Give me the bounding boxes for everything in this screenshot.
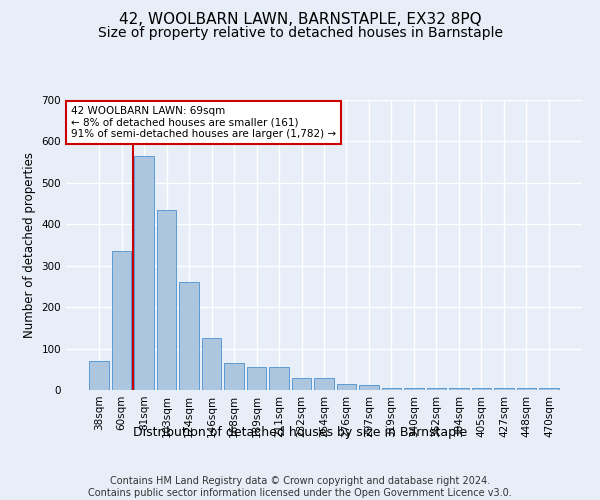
Text: 42, WOOLBARN LAWN, BARNSTAPLE, EX32 8PQ: 42, WOOLBARN LAWN, BARNSTAPLE, EX32 8PQ xyxy=(119,12,481,28)
Text: Contains HM Land Registry data © Crown copyright and database right 2024.
Contai: Contains HM Land Registry data © Crown c… xyxy=(88,476,512,498)
Bar xyxy=(337,384,356,390)
Bar xyxy=(494,388,514,390)
Text: 42 WOOLBARN LAWN: 69sqm
← 8% of detached houses are smaller (161)
91% of semi-de: 42 WOOLBARN LAWN: 69sqm ← 8% of detached… xyxy=(71,106,336,139)
Bar xyxy=(202,338,221,390)
Bar xyxy=(382,388,401,390)
Bar xyxy=(179,282,199,390)
Bar xyxy=(157,210,176,390)
Bar xyxy=(449,388,469,390)
Text: Size of property relative to detached houses in Barnstaple: Size of property relative to detached ho… xyxy=(97,26,503,40)
Bar xyxy=(292,378,311,390)
Text: Distribution of detached houses by size in Barnstaple: Distribution of detached houses by size … xyxy=(133,426,467,439)
Bar xyxy=(539,388,559,390)
Bar xyxy=(517,388,536,390)
Bar xyxy=(112,251,131,390)
Bar xyxy=(224,363,244,390)
Bar xyxy=(134,156,154,390)
Bar xyxy=(427,388,446,390)
Bar xyxy=(314,378,334,390)
Bar xyxy=(269,367,289,390)
Bar xyxy=(359,385,379,390)
Bar xyxy=(472,388,491,390)
Bar xyxy=(89,361,109,390)
Bar xyxy=(247,367,266,390)
Y-axis label: Number of detached properties: Number of detached properties xyxy=(23,152,36,338)
Bar xyxy=(404,388,424,390)
